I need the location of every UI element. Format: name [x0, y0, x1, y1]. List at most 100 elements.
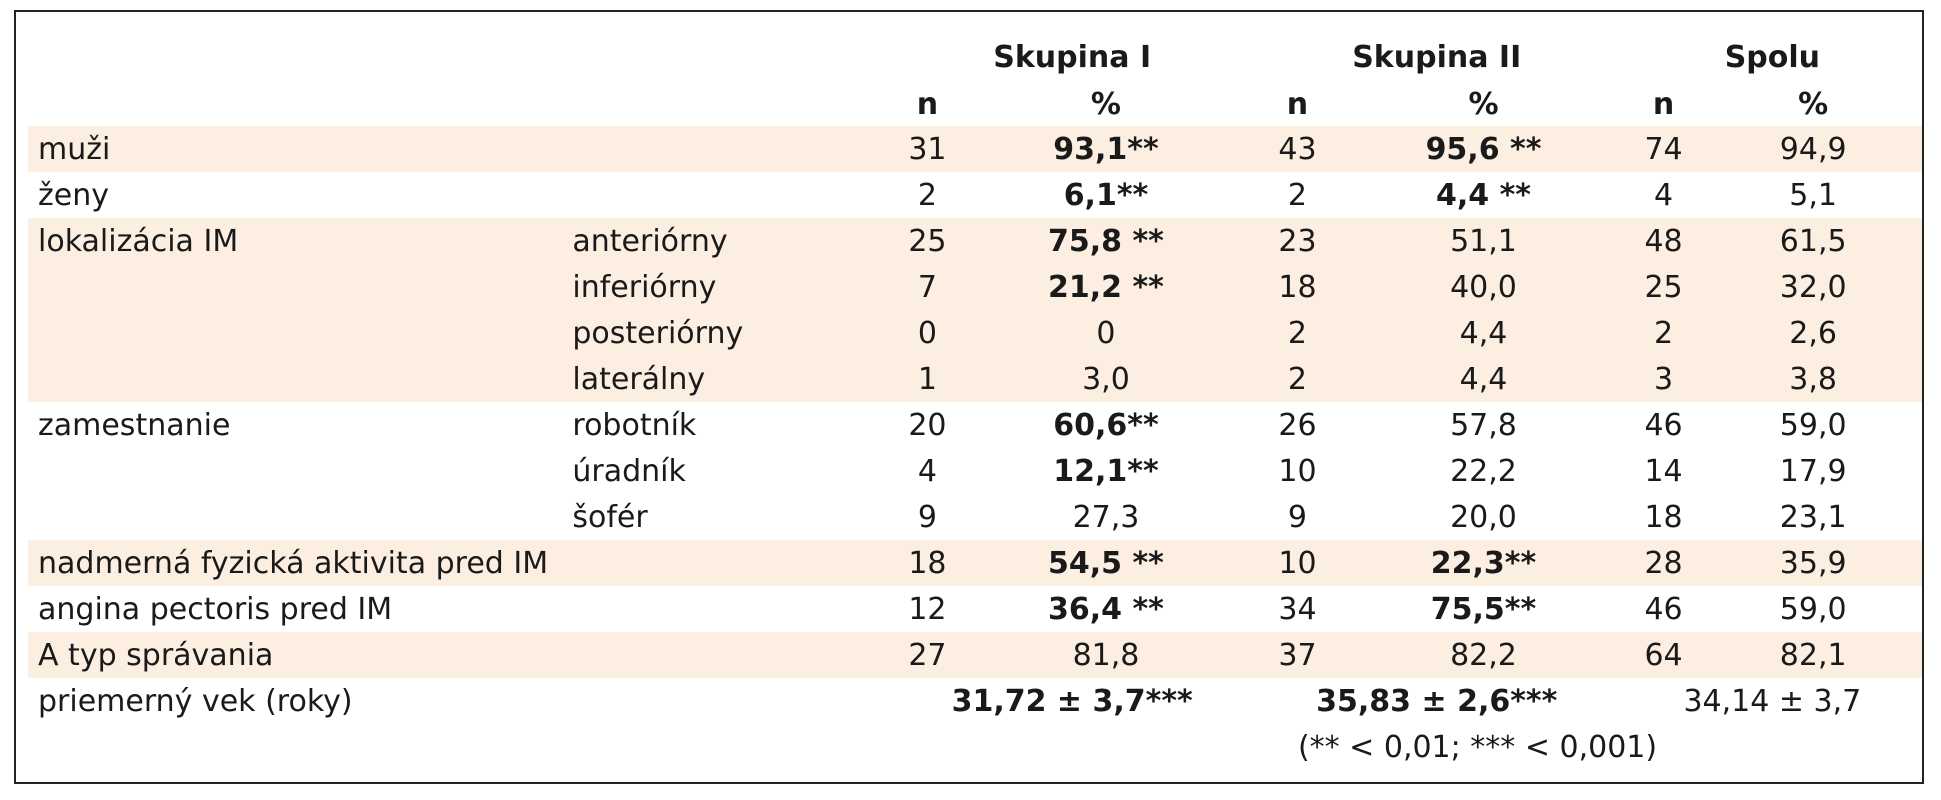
group2-pct: 20,0	[1450, 499, 1517, 535]
row-sublabel	[572, 126, 894, 172]
group2-pct: 82,2	[1344, 632, 1623, 678]
empty-cell	[1704, 724, 1922, 770]
row-sublabel: laterálny	[572, 356, 894, 402]
total-pct: 59,0	[1779, 407, 1847, 443]
n-header: n	[916, 86, 939, 122]
group2-n: 23	[1250, 218, 1345, 264]
group1-pct: 12,1**	[1053, 453, 1159, 489]
row-label: nadmerná fyzická aktivita pred IM	[28, 540, 573, 586]
row-label: muži	[28, 126, 573, 172]
group2-n: 26	[1278, 407, 1317, 443]
empty-cell	[28, 724, 572, 770]
group1-pct: 54,5 **	[961, 540, 1251, 586]
row-sublabel: inferiórny	[572, 264, 894, 310]
sub-header-row: n % n % n %	[28, 82, 1922, 126]
group2-n: 9	[1287, 499, 1308, 535]
table-body: muži 31 93,1** 43 95,6 ** 74 94,9 ženy 2 6,1** 2 4,…	[28, 126, 1922, 678]
row-sublabel	[572, 172, 893, 218]
table-row: úradník 4 12,1** 10 22,2 14 17,9	[28, 448, 1922, 494]
group2-n: 10	[1278, 453, 1317, 489]
total-n: 2	[1622, 310, 1705, 356]
group2-pct: 22,2	[1450, 453, 1517, 489]
group1-pct: 93,1**	[961, 126, 1251, 172]
group2-pct: 4,4	[1344, 356, 1623, 402]
total-n: 28	[1622, 540, 1705, 586]
group-header-row: Skupina I Skupina II Spolu	[28, 32, 1922, 82]
group1-pct: 0	[961, 310, 1251, 356]
row-label: A typ správania	[28, 632, 573, 678]
total-n: 46	[1644, 407, 1683, 443]
footnote: (** < 0,01; *** < 0,001)	[1297, 729, 1658, 765]
total-n: 18	[1644, 499, 1683, 535]
total-pct: 23,1	[1779, 499, 1847, 535]
group1-pct: 27,3	[1072, 499, 1140, 535]
total-pct: 59,0	[1779, 591, 1847, 627]
group1-n: 9	[917, 499, 937, 535]
footnote-row: (** < 0,01; *** < 0,001)	[28, 724, 1922, 770]
group1-n: 2	[917, 177, 937, 213]
total-pct: 5,1	[1789, 177, 1838, 213]
row-sublabel	[572, 540, 894, 586]
group1-n: 31	[893, 126, 962, 172]
empty-header	[572, 32, 893, 82]
group2-pct: 57,8	[1450, 407, 1517, 443]
row-label: zamestnanie	[38, 407, 231, 443]
row-label: angina pectoris pred IM	[38, 591, 393, 627]
table-row: angina pectoris pred IM 12 36,4 ** 34 75,5**…	[28, 586, 1922, 632]
total-n: 48	[1622, 218, 1705, 264]
group2-n: 34	[1278, 591, 1317, 627]
empty-header	[572, 82, 893, 126]
n-header: n	[1286, 86, 1309, 122]
row-sublabel: posteriórny	[572, 310, 894, 356]
age-total: 34,14 ± 3,7	[1683, 683, 1862, 719]
row-sublabel: úradník	[572, 453, 686, 489]
group2-pct: 95,6 **	[1344, 126, 1623, 172]
table-row: inferiórny 7 21,2 ** 18 40,0 25 32,0	[28, 264, 1922, 310]
group1-n: 25	[893, 218, 962, 264]
table-row: posteriórny 0 0 2 4,4 2 2,6	[28, 310, 1922, 356]
group2-n: 2	[1250, 356, 1345, 402]
row-sublabel: anteriórny	[572, 218, 894, 264]
total-n: 4	[1653, 177, 1674, 213]
total-pct: 35,9	[1704, 540, 1922, 586]
group2-pct: 75,5**	[1430, 591, 1537, 627]
group2-pct: 51,1	[1344, 218, 1623, 264]
group2-n: 2	[1250, 310, 1345, 356]
group1-n: 20	[908, 407, 947, 443]
total-n: 74	[1622, 126, 1705, 172]
table-row: muži 31 93,1** 43 95,6 ** 74 94,9	[28, 126, 1922, 172]
group1-pct: 6,1**	[1063, 177, 1149, 213]
total-n: 46	[1644, 591, 1683, 627]
age-row: priemerný vek (roky) 31,72 ± 3,7*** 35,8…	[28, 678, 1922, 724]
total-pct: 82,1	[1704, 632, 1922, 678]
group1-n: 0	[893, 310, 962, 356]
row-sublabel	[572, 678, 893, 724]
group2-pct: 40,0	[1344, 264, 1623, 310]
group2-n: 43	[1250, 126, 1345, 172]
row-sublabel: šofér	[572, 499, 648, 535]
group2-pct: 4,4	[1344, 310, 1623, 356]
table-row: nadmerná fyzická aktivita pred IM 18 54,5 …	[28, 540, 1922, 586]
group1-n: 7	[893, 264, 962, 310]
pct-header: %	[1468, 86, 1499, 122]
pct-header: %	[1798, 86, 1829, 122]
group1-pct: 3,0	[961, 356, 1251, 402]
total-pct: 94,9	[1704, 126, 1922, 172]
group2-n: 18	[1250, 264, 1345, 310]
group2-pct: 22,3**	[1344, 540, 1623, 586]
table-row: A typ správania 27 81,8 37 82,2 64 82,1	[28, 632, 1922, 678]
group2-n: 37	[1250, 632, 1345, 678]
row-label	[28, 494, 572, 540]
total-n: 64	[1622, 632, 1705, 678]
total-n: 14	[1644, 453, 1683, 489]
pct-header: %	[1090, 86, 1121, 122]
row-label: priemerný vek (roky)	[38, 683, 353, 719]
table-row: lokalizácia IM anteriórny 25 75,8 ** 23 51,1 4…	[28, 218, 1922, 264]
total-pct: 2,6	[1704, 310, 1922, 356]
group1-n: 27	[893, 632, 962, 678]
group2-pct: 4,4 **	[1436, 177, 1531, 213]
empty-header	[28, 82, 572, 126]
age-group-2: 35,83 ± 2,6***	[1316, 683, 1558, 719]
table-frame: Skupina I Skupina II Spolu n % n % n % m…	[14, 10, 1924, 784]
group1-pct: 21,2 **	[961, 264, 1251, 310]
